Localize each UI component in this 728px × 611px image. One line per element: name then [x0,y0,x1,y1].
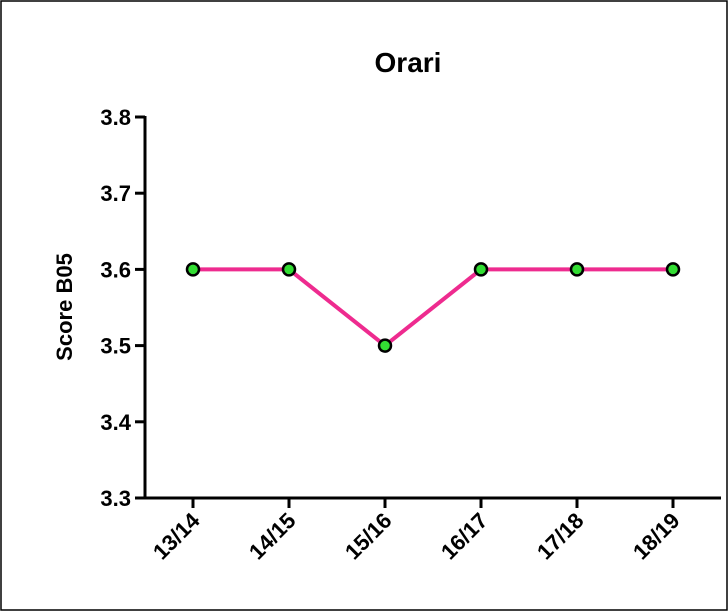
chart-title: Orari [375,47,442,78]
marker [377,338,393,353]
marker [185,262,201,277]
marker [281,262,297,277]
y-tick-label: 3.4 [100,410,131,435]
marker [473,262,489,277]
y-tick-label: 3.5 [100,334,131,359]
y-tick-label: 3.6 [100,257,131,282]
y-axis-label: Score B05 [52,253,77,361]
y-tick-label: 3.8 [100,105,131,130]
y-tick-label: 3.7 [100,181,131,206]
y-tick-label: 3.3 [100,486,131,511]
marker [665,262,681,277]
marker [569,262,585,277]
line [193,267,673,349]
